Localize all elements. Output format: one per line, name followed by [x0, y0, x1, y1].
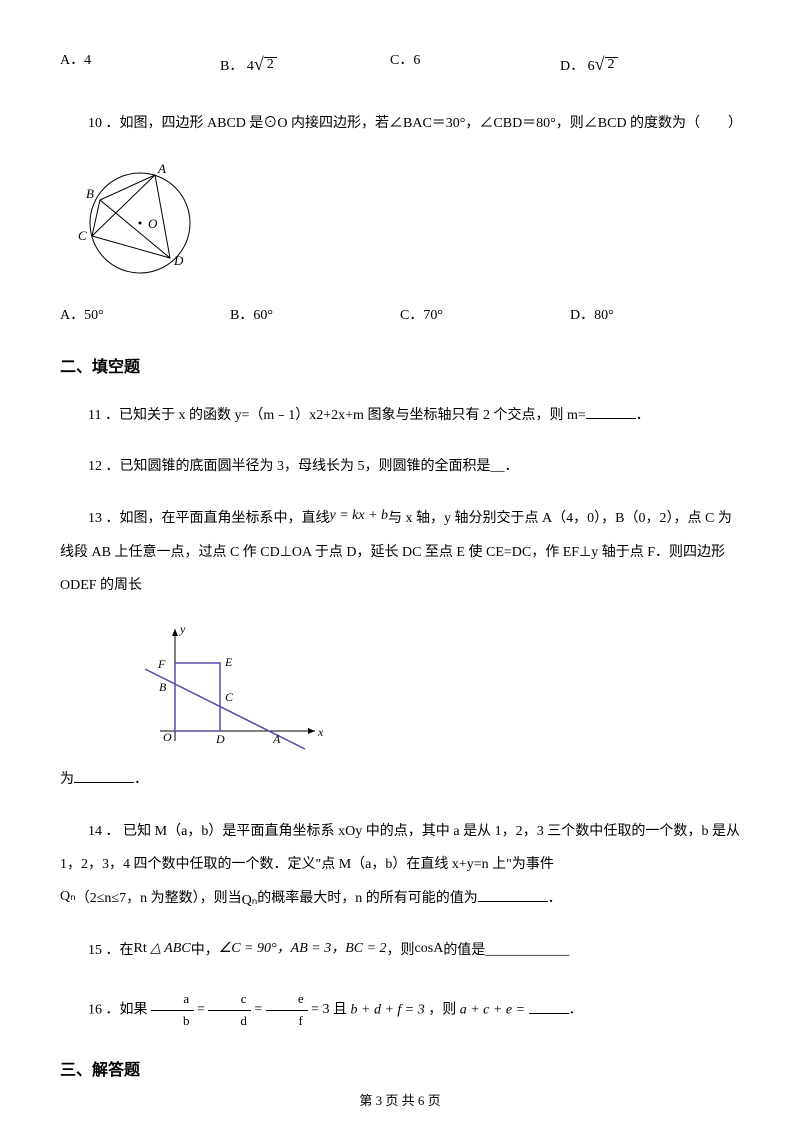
svg-text:C: C — [78, 228, 87, 243]
q10-options: A．50° B．60° C．70° D．80° — [60, 305, 740, 327]
q16-d: d — [208, 1010, 251, 1032]
q13-block: 13 ．如图，在平面直角坐标系中，直线y = kx + b与 x 轴，y 轴分别… — [60, 502, 740, 603]
q15-p5: 的值是____________ — [443, 943, 569, 958]
q13-blank — [74, 769, 134, 783]
q13-tail: 为． — [60, 763, 740, 797]
q9-option-c: C．6 — [390, 50, 560, 79]
q16-b: b — [151, 1010, 194, 1032]
q14-suffix: ． — [548, 891, 562, 906]
svg-text:B: B — [159, 680, 167, 694]
q13-suffix: ． — [134, 772, 148, 787]
q16-p3: ，则 — [428, 1003, 456, 1018]
q16-suffix: ． — [569, 1003, 583, 1018]
q12-block: 12 ．已知圆锥的底面圆半径为 3，母线长为 5，则圆锥的全面积是__． — [60, 450, 740, 484]
q10-option-b: B．60° — [230, 305, 400, 327]
q10-text: 10 ．如图，四边形 ABCD 是⊙O 内接四边形，若∠BAC＝30°，∠CBD… — [60, 107, 740, 141]
q15-p1: 15 ．在 — [88, 943, 134, 958]
q16-c: c — [208, 989, 251, 1010]
q13-eq: y = kx + b — [330, 508, 389, 523]
q9-b-rad: 2 — [264, 57, 277, 72]
q13-p3: 为 — [60, 772, 74, 787]
q13-diagram: x y O F E B C D A — [130, 621, 740, 759]
q14-block: 14 ． 已知 M（a，b）是平面直角坐标系 xOy 中的点，其中 a 是从 1… — [60, 815, 740, 916]
q9-option-b: B． 4√2 — [220, 50, 390, 79]
q9-d-prefix: D． — [560, 59, 584, 74]
svg-text:O: O — [148, 216, 158, 231]
q16-a: a — [151, 989, 194, 1010]
q16-block: 16 ．如果 ab = cd = ef = 3 且 b + d + f = 3 … — [60, 989, 740, 1032]
q9-option-d: D． 6√2 — [560, 50, 720, 79]
q9-b-prefix: B． — [220, 59, 243, 74]
q10-option-c: C．70° — [400, 305, 570, 327]
svg-text:y: y — [179, 622, 186, 636]
q11-text: 11 ．已知关于 x 的函数 y=（m﹣1）x2+2x+m 图象与坐标轴只有 2… — [88, 408, 586, 423]
q15-cos: cosA — [415, 941, 444, 956]
q9-options: A．4 B． 4√2 C．6 D． 6√2 — [60, 50, 740, 79]
svg-text:D: D — [215, 732, 225, 746]
section-2-header: 二、填空题 — [60, 355, 740, 381]
q15-eq: ∠C = 90°，AB = 3，BC = 2 — [219, 941, 387, 956]
q10-circle-diagram: O A B C D — [70, 158, 740, 286]
svg-text:F: F — [157, 657, 166, 671]
q13-p1: 13 ．如图，在平面直角坐标系中，直线 — [60, 502, 330, 536]
q10-option-d: D．80° — [570, 305, 730, 327]
q10-option-a: A．50° — [60, 305, 230, 327]
svg-text:D: D — [173, 253, 184, 268]
q16-p2: 且 — [333, 1003, 347, 1018]
q15-block: 15 ．在Rt △ ABC中，∠C = 90°，AB = 3，BC = 2，则c… — [60, 934, 740, 968]
q16-bdf: b + d + f = 3 — [351, 1003, 425, 1018]
q9-d-coef: 6 — [588, 59, 595, 74]
q14-qn2: Qₙ — [242, 893, 258, 908]
section-3-header: 三、解答题 — [60, 1058, 740, 1084]
svg-text:O: O — [163, 730, 172, 744]
svg-text:B: B — [86, 186, 94, 201]
svg-text:A: A — [272, 732, 281, 746]
q15-p2l: △ ABC — [147, 941, 191, 956]
q14-qn1: Qₙ — [60, 889, 76, 904]
svg-text:C: C — [225, 690, 234, 704]
q16-e: e — [266, 989, 308, 1010]
svg-text:E: E — [224, 655, 233, 669]
q9-b-coef: 4 — [247, 59, 254, 74]
q16-blank — [529, 1000, 569, 1014]
q14-p1: 14 ． 已知 M（a，b）是平面直角坐标系 xOy 中的点，其中 a 是从 1… — [60, 815, 740, 882]
q16-ace: a + c + e = — [460, 1003, 525, 1018]
q16-f: f — [266, 1010, 308, 1032]
q16-eq3: = 3 — [311, 1002, 329, 1017]
q16-p1: 16 ．如果 — [88, 1003, 148, 1018]
svg-text:x: x — [317, 725, 324, 739]
q9-option-a: A．4 — [60, 50, 220, 79]
q15-p3: 中， — [191, 943, 219, 958]
q15-rt: Rt — [134, 941, 147, 956]
q14-p3: 的概率最大时，n 的所有可能的值为 — [257, 891, 478, 906]
q11-block: 11 ．已知关于 x 的函数 y=（m﹣1）x2+2x+m 图象与坐标轴只有 2… — [60, 399, 740, 433]
q15-p4: ，则 — [387, 943, 415, 958]
q11-blank — [586, 405, 636, 419]
q14-blank — [478, 888, 548, 902]
svg-text:A: A — [157, 161, 166, 176]
q11-suffix: ． — [636, 408, 650, 423]
page-footer: 第 3 页 共 6 页 — [0, 1091, 800, 1112]
q14-p2: （2≤n≤7，n 为整数），则当 — [76, 891, 242, 906]
q9-d-rad: 2 — [605, 57, 618, 72]
